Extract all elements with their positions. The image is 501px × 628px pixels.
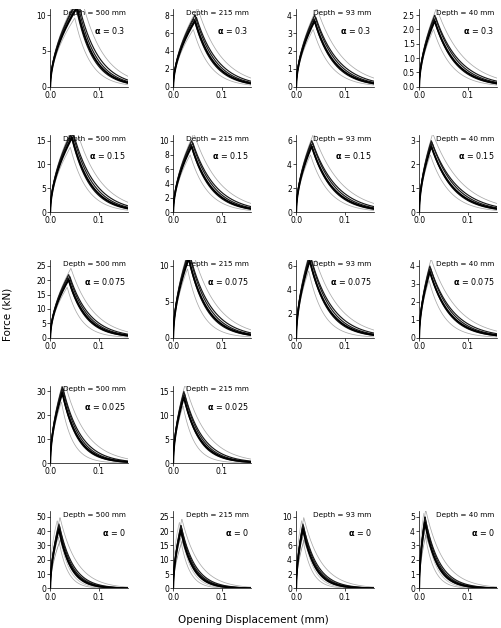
Text: Depth = 500 mm: Depth = 500 mm bbox=[63, 261, 125, 267]
Text: Depth = 93 mm: Depth = 93 mm bbox=[313, 10, 371, 16]
Text: $\mathbf{\alpha}$ = 0.15: $\mathbf{\alpha}$ = 0.15 bbox=[89, 150, 125, 161]
Text: $\mathbf{\alpha}$ = 0.075: $\mathbf{\alpha}$ = 0.075 bbox=[84, 276, 125, 287]
Text: $\mathbf{\alpha}$ = 0.3: $\mathbf{\alpha}$ = 0.3 bbox=[94, 25, 125, 36]
Text: Depth = 40 mm: Depth = 40 mm bbox=[435, 261, 493, 267]
Text: Depth = 500 mm: Depth = 500 mm bbox=[63, 10, 125, 16]
Text: Depth = 215 mm: Depth = 215 mm bbox=[185, 512, 248, 518]
Text: $\mathbf{\alpha}$ = 0.025: $\mathbf{\alpha}$ = 0.025 bbox=[84, 401, 125, 412]
Text: Depth = 500 mm: Depth = 500 mm bbox=[63, 386, 125, 392]
Text: Depth = 500 mm: Depth = 500 mm bbox=[63, 512, 125, 518]
Text: Depth = 93 mm: Depth = 93 mm bbox=[313, 136, 371, 141]
Text: $\mathbf{\alpha}$ = 0: $\mathbf{\alpha}$ = 0 bbox=[347, 526, 371, 538]
Text: Depth = 215 mm: Depth = 215 mm bbox=[185, 261, 248, 267]
Text: $\mathbf{\alpha}$ = 0: $\mathbf{\alpha}$ = 0 bbox=[102, 526, 125, 538]
Text: $\mathbf{\alpha}$ = 0.15: $\mathbf{\alpha}$ = 0.15 bbox=[335, 150, 371, 161]
Text: Depth = 40 mm: Depth = 40 mm bbox=[435, 10, 493, 16]
Text: Depth = 40 mm: Depth = 40 mm bbox=[435, 512, 493, 518]
Text: $\mathbf{\alpha}$ = 0.3: $\mathbf{\alpha}$ = 0.3 bbox=[217, 25, 248, 36]
Text: Depth = 215 mm: Depth = 215 mm bbox=[185, 10, 248, 16]
Text: Depth = 93 mm: Depth = 93 mm bbox=[313, 261, 371, 267]
Text: $\mathbf{\alpha}$ = 0.025: $\mathbf{\alpha}$ = 0.025 bbox=[207, 401, 248, 412]
Text: Depth = 500 mm: Depth = 500 mm bbox=[63, 136, 125, 141]
Text: $\mathbf{\alpha}$ = 0.15: $\mathbf{\alpha}$ = 0.15 bbox=[212, 150, 248, 161]
Text: Depth = 215 mm: Depth = 215 mm bbox=[185, 136, 248, 141]
Text: $\mathbf{\alpha}$ = 0.075: $\mathbf{\alpha}$ = 0.075 bbox=[330, 276, 371, 287]
Text: Depth = 40 mm: Depth = 40 mm bbox=[435, 136, 493, 141]
Text: $\mathbf{\alpha}$ = 0.3: $\mathbf{\alpha}$ = 0.3 bbox=[340, 25, 371, 36]
Text: $\mathbf{\alpha}$ = 0.075: $\mathbf{\alpha}$ = 0.075 bbox=[452, 276, 493, 287]
Text: Force (kN): Force (kN) bbox=[3, 288, 13, 340]
Text: $\mathbf{\alpha}$ = 0.3: $\mathbf{\alpha}$ = 0.3 bbox=[462, 25, 493, 36]
Text: $\mathbf{\alpha}$ = 0.15: $\mathbf{\alpha}$ = 0.15 bbox=[457, 150, 493, 161]
Text: $\mathbf{\alpha}$ = 0: $\mathbf{\alpha}$ = 0 bbox=[224, 526, 248, 538]
Text: Opening Displacement (mm): Opening Displacement (mm) bbox=[178, 615, 328, 625]
Text: Depth = 215 mm: Depth = 215 mm bbox=[185, 386, 248, 392]
Text: $\mathbf{\alpha}$ = 0: $\mathbf{\alpha}$ = 0 bbox=[470, 526, 493, 538]
Text: Depth = 93 mm: Depth = 93 mm bbox=[313, 512, 371, 518]
Text: $\mathbf{\alpha}$ = 0.075: $\mathbf{\alpha}$ = 0.075 bbox=[207, 276, 248, 287]
